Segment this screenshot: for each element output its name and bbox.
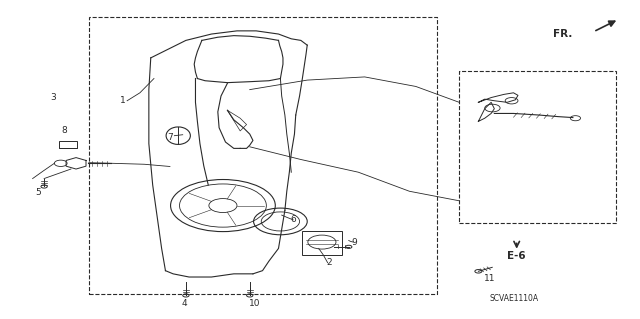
Text: 11: 11 bbox=[483, 274, 495, 283]
Bar bbox=[60, 141, 77, 148]
Text: 1: 1 bbox=[120, 96, 126, 105]
Text: 2: 2 bbox=[327, 258, 332, 267]
Bar bbox=[89, 17, 437, 294]
Text: 6: 6 bbox=[291, 215, 296, 224]
Text: 3: 3 bbox=[50, 93, 56, 102]
Text: FR.: FR. bbox=[553, 29, 572, 39]
Text: 9: 9 bbox=[351, 238, 356, 247]
Text: 8: 8 bbox=[61, 126, 67, 135]
Text: 10: 10 bbox=[249, 299, 260, 308]
Text: 4: 4 bbox=[182, 299, 188, 308]
Text: 7: 7 bbox=[167, 133, 173, 142]
Text: SCVAE1110A: SCVAE1110A bbox=[489, 294, 538, 303]
Bar bbox=[460, 70, 616, 223]
Text: E-6: E-6 bbox=[508, 251, 526, 261]
Bar bbox=[302, 231, 342, 255]
Text: 5: 5 bbox=[35, 188, 40, 197]
